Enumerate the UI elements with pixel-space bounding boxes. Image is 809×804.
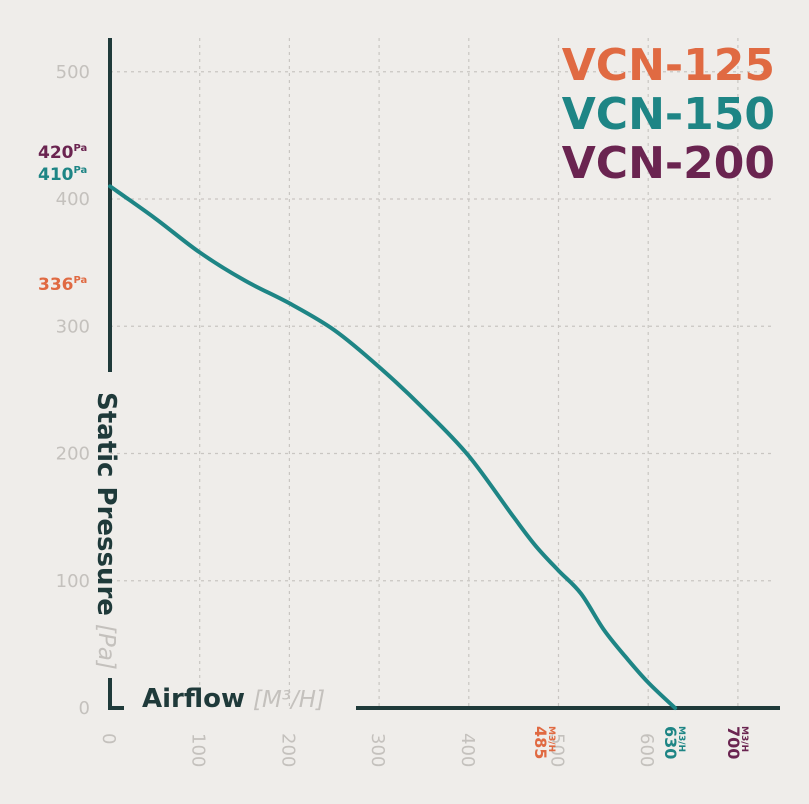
y-tick-label: 0 bbox=[79, 698, 90, 719]
y-tick-label: 400 bbox=[56, 189, 90, 210]
y-tick-label: 200 bbox=[56, 444, 90, 465]
svg-text:Airflow[M³/H]: Airflow [M³/H] bbox=[142, 684, 325, 714]
y-tick-label: 300 bbox=[56, 316, 90, 337]
axes bbox=[108, 38, 780, 710]
series bbox=[108, 184, 678, 710]
tick-labels: 0 100 200 300 400 500 0 100 200 300 400 500 600 bbox=[56, 62, 658, 768]
x-tick-label: 100 bbox=[188, 733, 209, 767]
x-tick-label: 0 bbox=[98, 733, 119, 744]
x-tick-label: 200 bbox=[277, 733, 298, 767]
y-annotation: 410Pa bbox=[38, 165, 87, 185]
x-tick-label: 500 bbox=[547, 733, 568, 767]
x-annotation-value: 485 bbox=[531, 726, 550, 759]
legend-item: VCN-125 bbox=[562, 40, 775, 91]
x-annotation-value: 700 bbox=[724, 726, 743, 759]
x-axis-label: Airflow bbox=[142, 684, 245, 714]
x-tick-label: 600 bbox=[636, 733, 657, 767]
y-tick-label: 100 bbox=[56, 571, 90, 592]
legend-item: VCN-150 bbox=[562, 89, 775, 140]
x-tick-label: 400 bbox=[457, 733, 478, 767]
x-tick-label: 300 bbox=[367, 733, 388, 767]
legend-item: VCN-200 bbox=[562, 138, 775, 189]
x-annotation-unit: M3/H bbox=[739, 726, 749, 752]
x-annotation-unit: M3/H bbox=[676, 726, 686, 752]
x-annotation-value: 630 bbox=[661, 726, 680, 759]
y-axis-title: Static Pressure [Pa] bbox=[92, 392, 122, 670]
series-line-vcn-150 bbox=[108, 184, 678, 710]
grid bbox=[110, 38, 775, 708]
y-axis-label: Static Pressure bbox=[92, 392, 122, 616]
x-axis-unit: [M³/H] bbox=[253, 687, 325, 713]
y-annotation: 420Pa bbox=[38, 143, 87, 163]
y-annotation: 336Pa bbox=[38, 275, 87, 295]
y-tick-label: 500 bbox=[56, 62, 90, 83]
svg-text:Static Pressure[Pa]: Static Pressure [Pa] bbox=[92, 392, 122, 670]
y-axis-unit: [Pa] bbox=[94, 624, 120, 670]
x-annotation-unit: M3/H bbox=[546, 726, 556, 752]
